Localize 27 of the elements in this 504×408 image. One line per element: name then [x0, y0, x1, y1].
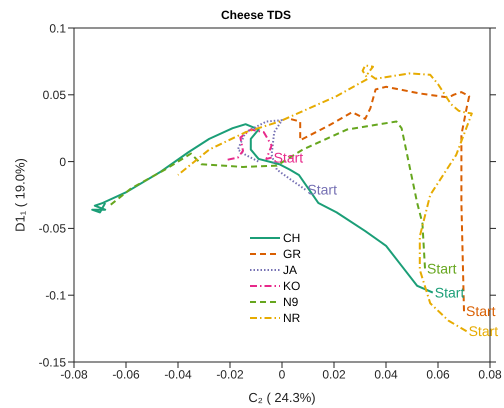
legend-label: KO: [283, 279, 300, 293]
chart-title: Cheese TDS: [220, 8, 292, 22]
y-tick-label: 0: [59, 154, 66, 169]
x-tick-label: 0: [278, 368, 286, 382]
annotation: Start: [427, 260, 457, 276]
legend-label: CH: [283, 231, 300, 245]
x-tick-label: 0.04: [374, 368, 398, 382]
y-tick-label: -0.05: [38, 222, 66, 236]
annotation: Start: [434, 284, 464, 300]
x-axis-title: C₂ ( 24.3%): [248, 390, 316, 405]
x-tick-label: -0.06: [112, 368, 140, 382]
legend-label: GR: [283, 247, 301, 261]
y-tick-label: 0.05: [42, 88, 66, 102]
x-tick-label: 0.06: [426, 368, 450, 382]
x-tick-label: -0.08: [60, 368, 88, 382]
legend-label: NR: [283, 311, 300, 325]
x-tick-label: -0.04: [164, 368, 192, 382]
x-tick-label: -0.02: [216, 368, 244, 382]
y-tick-label: -0.1: [45, 288, 66, 302]
y-tick-label: 0.1: [49, 21, 66, 36]
legend-label: JA: [283, 263, 298, 277]
y-tick-label: -0.15: [38, 355, 66, 370]
y-axis-title: D1₁ ( 19.0%): [12, 158, 28, 232]
legend-label: N9: [283, 295, 298, 309]
x-tick-label: 0.02: [322, 368, 346, 382]
line-series: [236, 119, 306, 191]
x-tick-label: 0.08: [478, 368, 502, 382]
